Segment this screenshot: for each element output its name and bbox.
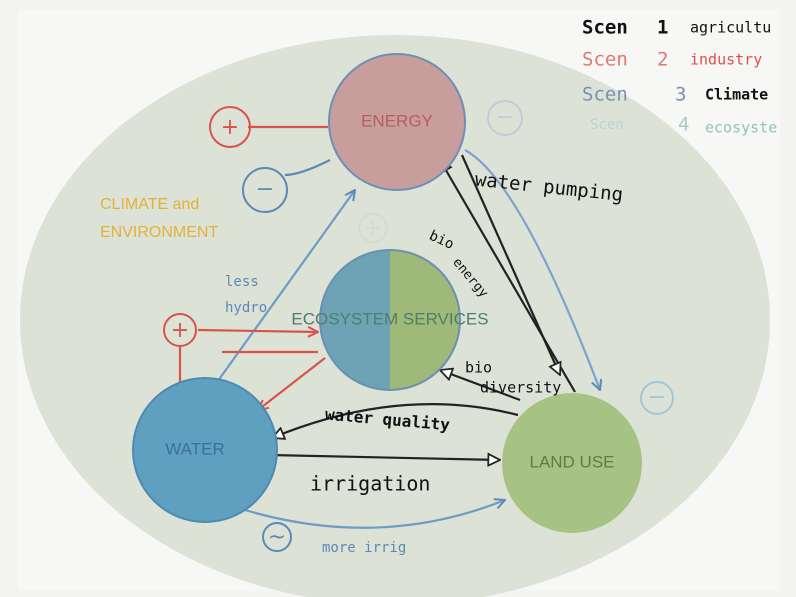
sign: −: [496, 105, 514, 130]
node-label: WATER: [165, 439, 225, 458]
node-label: ENERGY: [361, 111, 433, 130]
legend-label: Scen: [582, 49, 628, 71]
legend-number: 3: [675, 84, 686, 106]
sign: −: [256, 177, 274, 202]
link-label: diversity: [480, 379, 561, 397]
node-label: ECOSYSTEM SERVICES: [291, 309, 488, 328]
legend-label: Scen: [582, 17, 628, 39]
link-label: more irrig: [322, 540, 406, 556]
legend-name: agricultu: [690, 19, 771, 37]
link-label: bio: [465, 359, 492, 377]
link-label: hydro: [225, 300, 267, 316]
diagram: Scen 1 agricultu Scen 2 industry Scen 3 …: [0, 0, 796, 597]
context-label: ENVIRONMENT: [100, 224, 218, 241]
context-label: CLIMATE and: [100, 196, 199, 213]
sign: +: [171, 318, 189, 343]
legend-label: Scen: [582, 84, 628, 106]
link-label: irrigation: [310, 472, 430, 496]
link-label: less: [225, 274, 259, 290]
legend-name: Climate: [705, 86, 768, 104]
sign: +: [364, 216, 382, 241]
legend-name: ecosyste: [705, 119, 777, 137]
sign: −: [648, 385, 666, 410]
legend-number: 1: [657, 17, 668, 39]
legend-name: industry: [690, 51, 762, 69]
sign: +: [221, 115, 239, 140]
sign: ~: [268, 525, 286, 550]
legend-number: 2: [657, 49, 668, 71]
legend-label: Scen: [590, 117, 624, 133]
node-label: LAND USE: [529, 452, 614, 471]
legend-number: 4: [678, 114, 689, 136]
